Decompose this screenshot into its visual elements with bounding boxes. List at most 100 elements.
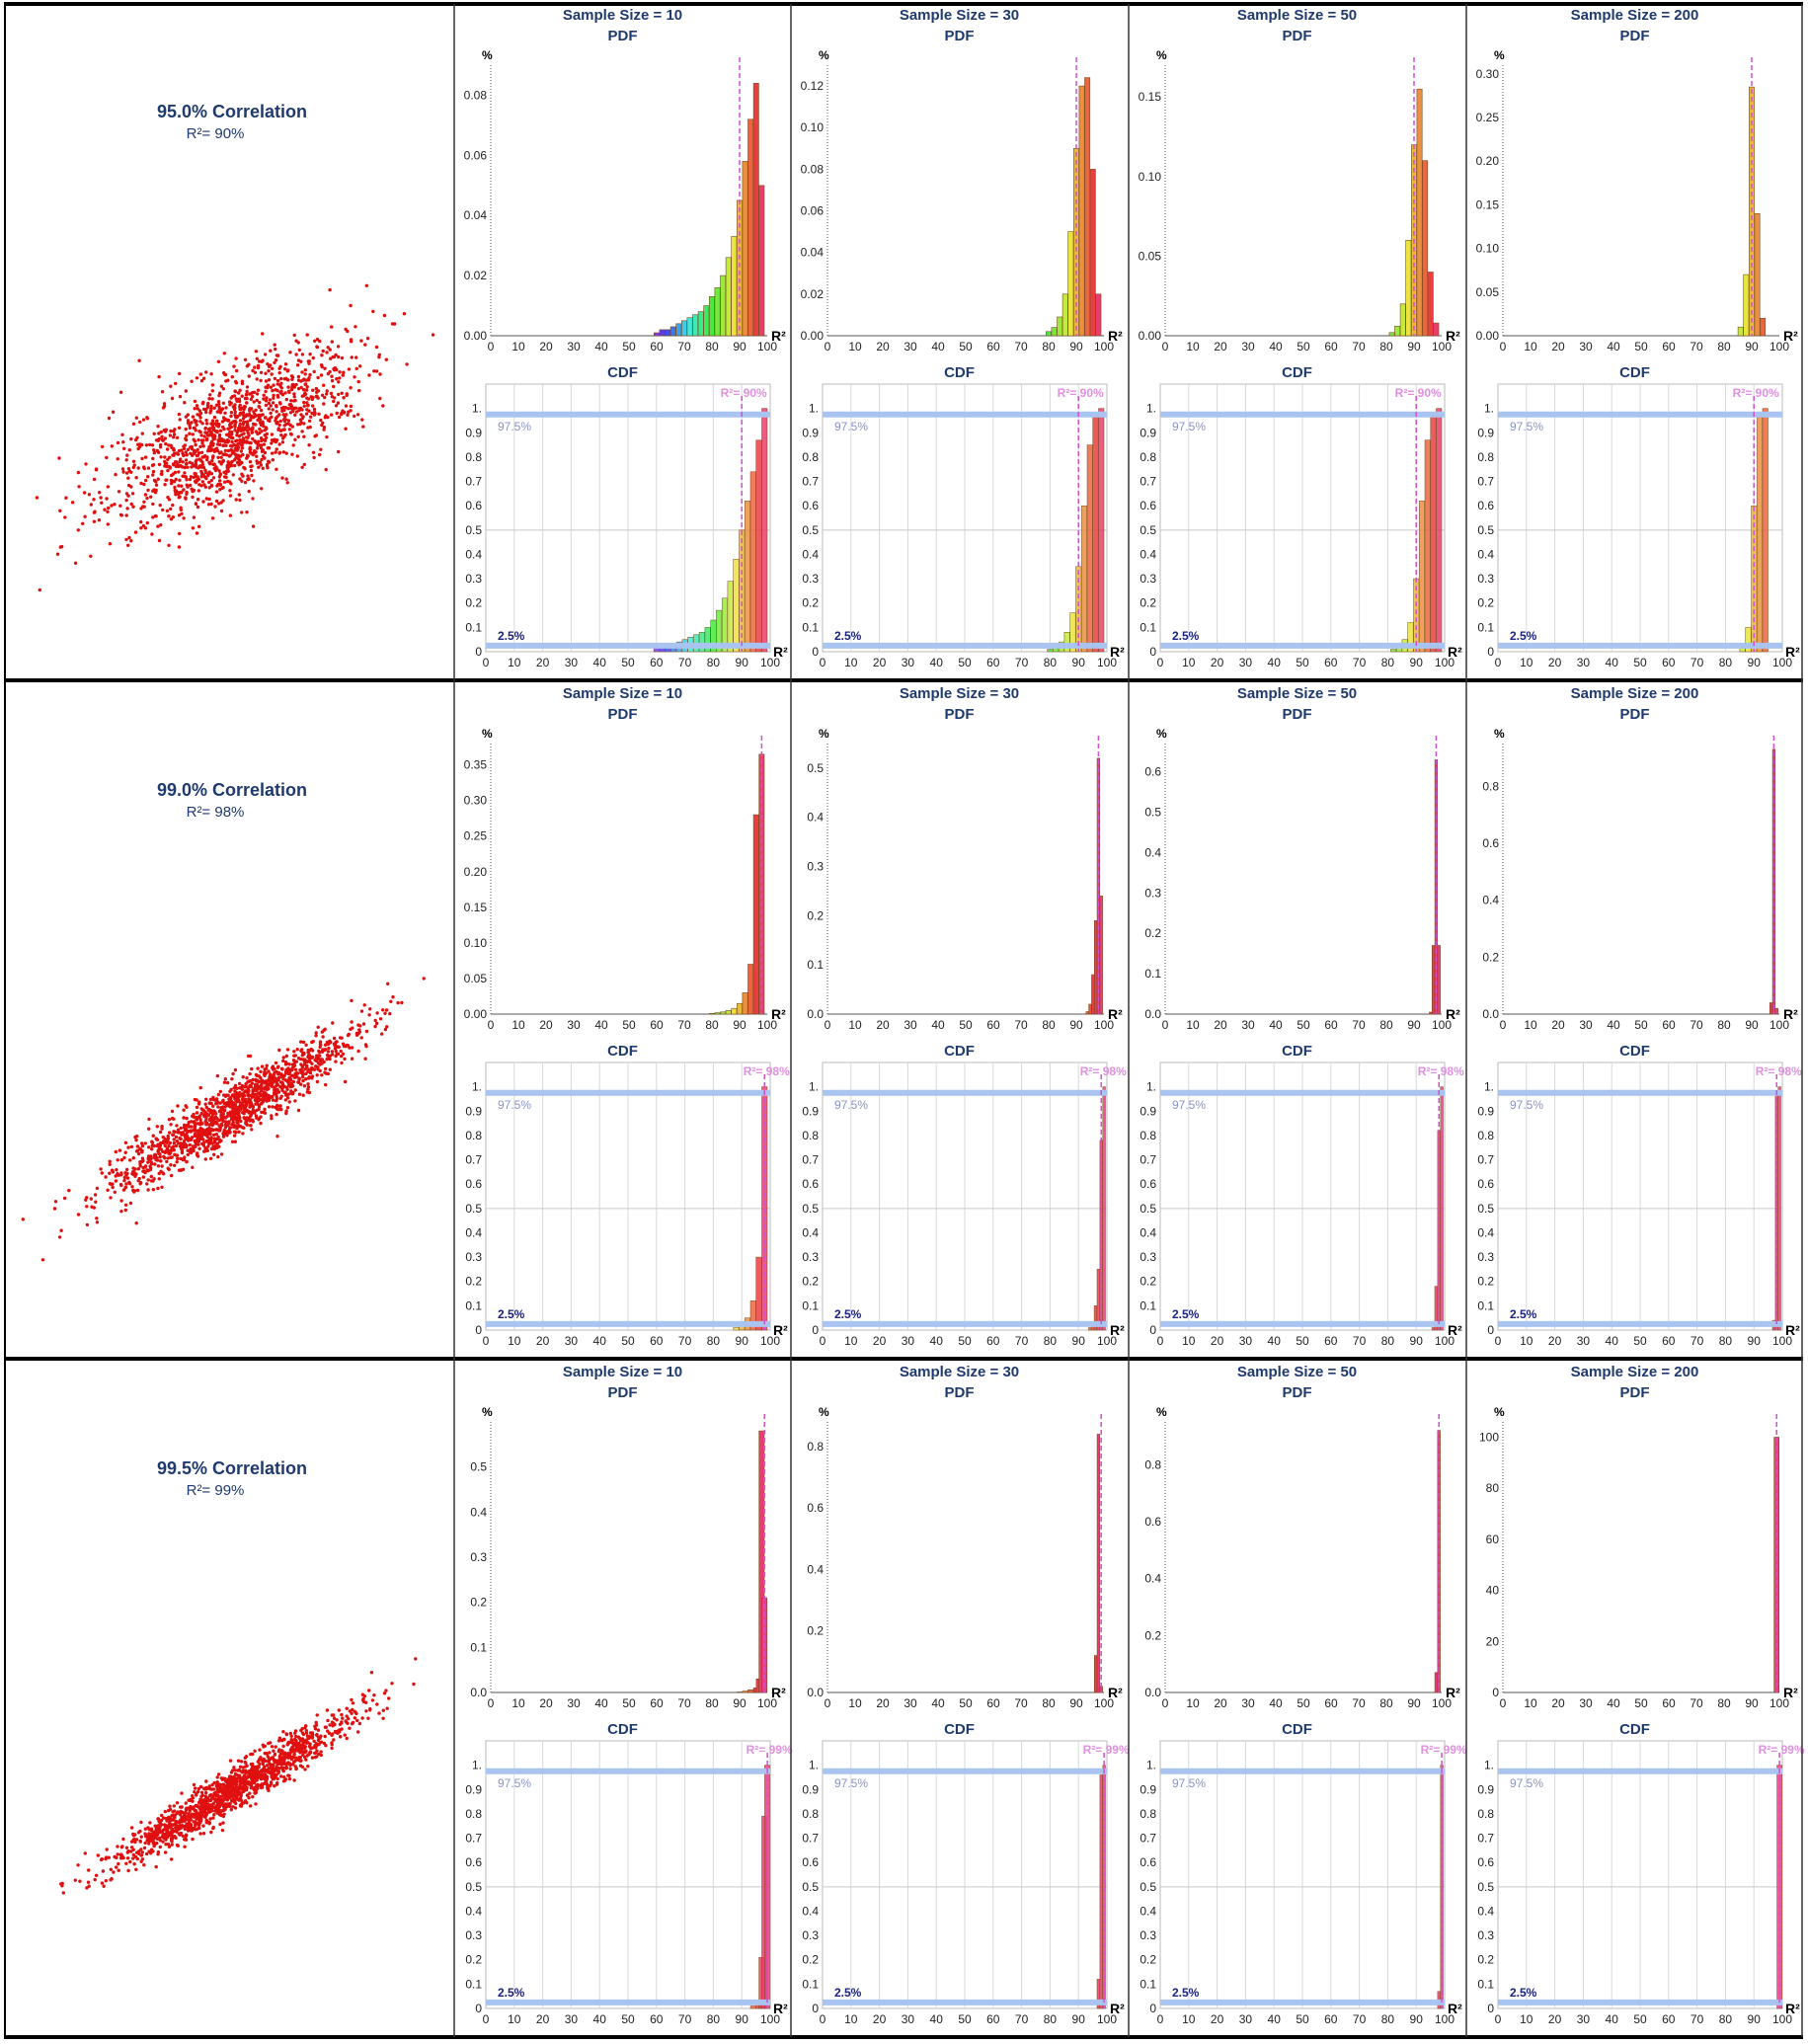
scatter-point xyxy=(160,1813,164,1818)
scatter-point xyxy=(261,1772,265,1777)
scatter-point xyxy=(363,1057,367,1061)
scatter-point xyxy=(237,1768,241,1772)
scatter-point xyxy=(231,1071,235,1076)
scatter-point xyxy=(218,429,223,432)
scatter-point xyxy=(199,469,203,474)
scatter-point xyxy=(316,375,320,380)
scatter-point xyxy=(214,403,219,407)
scatter-point xyxy=(180,1150,185,1155)
pdf-bar xyxy=(747,1690,754,1693)
pdf-y-tick-label: 0.00 xyxy=(801,329,825,343)
scatter-point xyxy=(228,422,233,426)
scatter-point xyxy=(129,1826,134,1830)
cdf-x-tick-label: 20 xyxy=(1548,656,1562,669)
scatter-point xyxy=(165,1833,169,1838)
scatter-point xyxy=(308,1731,313,1735)
pdf-x-tick-label: 60 xyxy=(986,340,1000,354)
scatter-point xyxy=(166,1818,170,1822)
scatter-point xyxy=(283,1766,288,1770)
scatter-point xyxy=(106,522,111,526)
scatter-point xyxy=(353,1709,356,1714)
cdf-x-tick-label: 30 xyxy=(1577,1334,1591,1348)
scatter-point xyxy=(303,1750,308,1755)
pdf-x-tick-label: 30 xyxy=(1579,340,1593,354)
scatter-point xyxy=(258,460,263,465)
pdf-y-tick-label: 0.8 xyxy=(1482,779,1499,793)
scatter-point xyxy=(198,1123,202,1127)
scatter-point xyxy=(188,1806,193,1810)
scatter-point xyxy=(244,420,249,424)
pdf-y-tick-label: 0.06 xyxy=(464,148,488,162)
scatter-point xyxy=(371,309,375,314)
scatter-point xyxy=(205,455,209,459)
scatter-point xyxy=(105,1847,109,1851)
scatter-point xyxy=(167,1131,172,1135)
pdf-x-label: R² xyxy=(1108,1685,1123,1700)
scatter-point xyxy=(113,503,117,507)
scatter-plot xyxy=(21,977,426,1262)
scatter-point xyxy=(286,422,290,426)
pdf-y-tick-label: 0.20 xyxy=(464,865,488,879)
scatter-point xyxy=(116,1158,119,1162)
scatter-point xyxy=(297,1758,301,1763)
cdf-x-tick-label: 10 xyxy=(1520,1334,1533,1348)
pdf-title: PDF xyxy=(1283,706,1312,723)
scatter-point xyxy=(185,483,189,487)
scatter-point xyxy=(330,1050,335,1054)
scatter-point xyxy=(269,363,273,367)
scatter-point xyxy=(337,392,341,397)
pdf-y-tick-label: 0.15 xyxy=(464,901,488,914)
scatter-point xyxy=(264,379,269,383)
cdf-bar xyxy=(733,1327,740,1331)
scatter-point xyxy=(174,477,178,482)
scatter-point xyxy=(281,1056,285,1060)
scatter-point xyxy=(276,1770,280,1775)
scatter-point xyxy=(267,446,272,450)
scatter-point xyxy=(170,1109,175,1114)
scatter-point xyxy=(128,1201,133,1206)
scatter-point xyxy=(177,484,181,488)
scatter-point xyxy=(206,1799,210,1803)
scatter-point xyxy=(270,1077,274,1081)
scatter-point xyxy=(256,443,260,447)
scatter-point xyxy=(320,393,325,397)
scatter-point xyxy=(261,1743,265,1748)
scatter-point xyxy=(165,1159,169,1164)
scatter-point xyxy=(262,397,266,401)
scatter-point xyxy=(151,515,155,519)
scatter-point xyxy=(129,470,133,474)
scatter-point xyxy=(301,1069,305,1073)
scatter-point xyxy=(84,1198,88,1202)
scatter-point xyxy=(149,1166,153,1170)
scatter-point xyxy=(319,1734,323,1738)
scatter-point xyxy=(219,462,223,466)
pdf-y-tick-label: 0.2 xyxy=(807,1624,824,1638)
scatter-point xyxy=(205,405,210,409)
scatter-point xyxy=(318,1068,322,1073)
scatter-point xyxy=(337,449,341,454)
scatter-point xyxy=(256,388,261,392)
pdf-y-tick-label: 0.05 xyxy=(1139,249,1162,263)
scatter-point xyxy=(236,443,240,447)
scatter-point xyxy=(163,436,167,440)
cdf-x-label: R² xyxy=(1448,644,1462,660)
scatter-point xyxy=(183,475,188,479)
pdf-y-tick-label: 0.20 xyxy=(1476,154,1500,168)
scatter-point xyxy=(174,460,178,464)
scatter-point xyxy=(219,509,224,513)
scatter-point xyxy=(243,357,248,361)
scatter-point xyxy=(168,1804,172,1808)
scatter-point xyxy=(237,1130,241,1135)
scatter-point xyxy=(285,481,289,485)
cdf-x-tick-label: 60 xyxy=(1662,656,1676,669)
scatter-point xyxy=(177,1821,182,1825)
scatter-point xyxy=(198,1820,202,1825)
scatter-point xyxy=(259,408,264,413)
scatter-point xyxy=(169,1857,174,1861)
scatter-point xyxy=(299,1082,303,1086)
pdf-x-tick-label: 30 xyxy=(904,1696,917,1710)
cdf-title: CDF xyxy=(1282,364,1312,381)
scatter-point xyxy=(136,466,140,470)
scatter-point xyxy=(216,1154,220,1159)
scatter-point xyxy=(342,1044,347,1049)
